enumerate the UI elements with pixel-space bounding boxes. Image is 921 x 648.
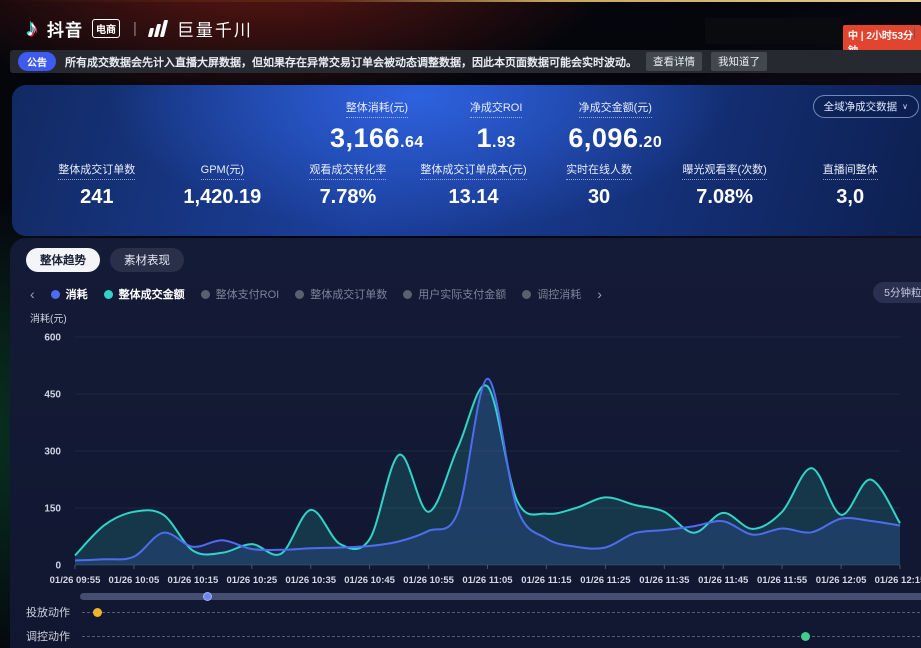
primary-metrics: 整体消耗(元) 3,166.64 净成交ROI 1.93 净成交金额(元) 6,… [330, 99, 662, 154]
legend-items: 消耗 整体成交金额 整体支付ROI 整体成交订单数 用户实际支付金额 调控消耗 [50, 286, 581, 302]
legend-dot-icon [200, 289, 210, 299]
metric-label[interactable]: 净成交金额(元) [578, 99, 652, 118]
metric-order-count: 整体成交订单数 241 [34, 161, 160, 209]
metric-total-cost: 整体消耗(元) 3,166.64 [330, 99, 424, 154]
svg-text:01/26 12:05: 01/26 12:05 [816, 575, 867, 586]
qianchuan-brand: 巨量千川 [176, 21, 253, 40]
legend-dot-icon [522, 289, 532, 299]
metric-liveroom-overall: 直播间整体 3,0 [787, 161, 913, 209]
view-details-button[interactable]: 查看详情 [646, 52, 702, 71]
svg-text:01/26 10:05: 01/26 10:05 [109, 575, 160, 586]
tab-material-performance[interactable]: 素材表现 [110, 248, 184, 272]
legend-item[interactable]: 整体成交订单数 [295, 286, 387, 302]
trend-chart[interactable]: 0 150 300 450 600 01/26 09:55 01/26 10:05 01/26… [10, 326, 921, 596]
metrics-panel: 整体消耗(元) 3,166.64 净成交ROI 1.93 净成交金额(元) 6,… [12, 85, 921, 236]
svg-text:01/26 09:55: 01/26 09:55 [50, 575, 101, 586]
douyin-brand: 抖音 [47, 21, 83, 40]
svg-text:01/26 10:45: 01/26 10:45 [344, 575, 395, 586]
notice-text: 所有成交数据会先计入直播大屏数据，但如果存在异常交易订单会被动态调整数据，因此本… [65, 56, 637, 69]
svg-text:01/26 11:55: 01/26 11:55 [757, 575, 808, 586]
legend-dot-icon [50, 289, 60, 299]
metric-view-conversion: 观看成交转化率 7.78% [285, 161, 411, 209]
action-marker-dot[interactable] [92, 608, 102, 617]
tabs: 整体趋势 素材表现 [26, 248, 184, 272]
legend: ‹ 消耗 整体成交金额 整体支付ROI 整体成交订单数 用户实际支付金额 调控消耗 › [30, 286, 602, 302]
legend-next-icon[interactable]: › [597, 286, 602, 302]
ecommerce-badge: 电商 [92, 19, 120, 38]
svg-text:150: 150 [44, 504, 61, 515]
scope-selector[interactable]: 全域净成交数据 ∨ [812, 95, 919, 118]
svg-text:01/26 10:15: 01/26 10:15 [168, 575, 219, 586]
redacted-account-area [705, 18, 843, 44]
tab-overall-trend[interactable]: 整体趋势 [26, 248, 100, 272]
y-axis-title: 消耗(元) [30, 314, 67, 325]
svg-text:01/26 11:15: 01/26 11:15 [521, 575, 572, 586]
svg-text:01/26 11:45: 01/26 11:45 [698, 575, 749, 586]
metric-value: 6,096.20 [568, 123, 663, 153]
legend-dot-icon [103, 289, 113, 299]
svg-text:01/26 11:05: 01/26 11:05 [462, 575, 513, 586]
legend-item[interactable]: 消耗 [50, 286, 88, 302]
trend-panel: 整体趋势 素材表现 ‹ 消耗 整体成交金额 整体支付ROI 整体成交订单数 用户实际支付… [10, 238, 921, 648]
svg-text:300: 300 [44, 447, 61, 458]
legend-dot-icon [295, 289, 305, 299]
scrollbar-handle[interactable] [202, 592, 212, 601]
granularity-selector[interactable]: 5分钟粒度 [873, 282, 921, 303]
douyin-logo-icon: ♪ [26, 14, 38, 42]
notice-badge: 公告 [18, 52, 56, 71]
got-it-button[interactable]: 我知道了 [711, 52, 767, 71]
svg-text:01/26 11:35: 01/26 11:35 [639, 575, 690, 586]
qianchuan-logo-icon [147, 20, 169, 37]
legend-item[interactable]: 用户实际支付金额 [403, 286, 506, 302]
legend-item[interactable]: 调控消耗 [522, 286, 581, 302]
svg-text:0: 0 [55, 561, 61, 572]
badge-divider: | [913, 25, 917, 39]
secondary-metrics: 整体成交订单数 241 GPM(元) 1,420.19 观看成交转化率 7.78… [12, 161, 921, 209]
svg-text:450: 450 [44, 390, 61, 401]
chevron-down-icon: ∨ [902, 102, 908, 111]
metric-label[interactable]: 净成交ROI [469, 99, 523, 118]
top-glow-strip [0, 0, 921, 2]
svg-text:01/26 12:15: 01/26 12:15 [875, 575, 921, 586]
control-action-row: 调控动作 [26, 626, 921, 646]
svg-text:600: 600 [44, 333, 61, 344]
legend-item[interactable]: 整体支付ROI [200, 286, 279, 302]
notice-bar: 公告 所有成交数据会先计入直播大屏数据，但如果存在异常交易订单会被动态调整数据，… [10, 50, 921, 73]
chart-scrollbar[interactable] [80, 592, 921, 601]
action-marker-dot[interactable] [801, 632, 811, 641]
svg-text:01/26 10:25: 01/26 10:25 [226, 575, 277, 586]
metric-exposure-view-rate: 曝光观看率(次数) 7.08% [662, 161, 788, 209]
metric-gpm: GPM(元) 1,420.19 [160, 161, 286, 209]
svg-text:01/26 10:55: 01/26 10:55 [403, 575, 454, 586]
metric-net-roi: 净成交ROI 1.93 [469, 99, 523, 154]
metric-value: 1.93 [476, 123, 516, 153]
delivery-action-timeline [82, 608, 921, 617]
header: ♪ 抖音 电商 | 巨量千川 [26, 16, 253, 41]
legend-dot-icon [403, 289, 413, 299]
svg-text:01/26 11:25: 01/26 11:25 [580, 575, 631, 586]
metric-value: 3,166.64 [330, 123, 424, 153]
metric-online-users: 实时在线人数 30 [536, 161, 662, 209]
metric-order-cost: 整体成交订单成本(元) 13.14 [411, 161, 537, 209]
header-divider: | [133, 20, 137, 37]
svg-text:01/26 10:35: 01/26 10:35 [285, 575, 336, 586]
legend-item[interactable]: 整体成交金额 [103, 286, 185, 302]
metric-label[interactable]: 整体消耗(元) [345, 99, 409, 118]
legend-prev-icon[interactable]: ‹ [30, 286, 35, 302]
control-action-timeline [82, 632, 921, 641]
delivery-action-row: 投放动作 [26, 602, 921, 622]
metric-net-gmv: 净成交金额(元) 6,096.20 [568, 99, 662, 154]
